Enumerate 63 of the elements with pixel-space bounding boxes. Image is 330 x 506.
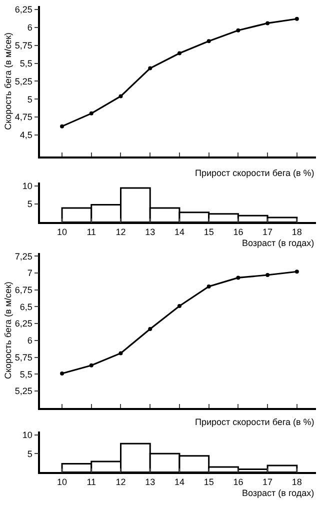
chart-title: Прирост скорости бега (в %) [195,417,314,427]
point [206,39,211,44]
point [206,284,211,288]
x-tick-label: 11 [86,476,96,487]
y-tick-label: 4,5 [20,130,32,140]
y-tick-label: 6,5 [20,302,32,312]
y-axis-title: Скорость бега (в м/сек) [2,32,13,130]
y-tick-label: 6 [27,22,32,33]
point [177,51,182,56]
point [266,21,270,26]
x-tick-label: 17 [262,476,273,487]
point [236,28,240,32]
y-tick-label: 7,25 [14,251,32,262]
point [148,66,152,70]
x-tick-label: 18 [292,476,302,487]
point [266,273,270,277]
y-tick-label: 5,25 [14,76,32,86]
point [60,124,64,128]
y-tick-label: 5 [27,199,32,210]
point [236,276,240,280]
y-tick-label: 5,5 [20,58,32,68]
y-axis-title: Скорость бега (в м/сек) [2,282,13,380]
x-axis-title: Возраст (в годах) [242,488,314,498]
y-tick-label: 6,75 [14,284,32,295]
x-tick-label: 14 [174,476,184,487]
point [148,326,152,331]
point [118,94,123,98]
y-tick-label: 5,75 [14,352,32,362]
point [177,304,182,308]
y-tick-label: 10 [22,181,32,192]
y-tick-label: 6,25 [14,4,32,15]
point [89,363,94,368]
x-tick-label: 16 [233,476,244,487]
point [294,16,299,21]
x-tick-label: 14 [174,226,184,237]
x-tick-label: 16 [233,226,244,237]
point [89,111,94,116]
x-tick-label: 10 [57,476,68,487]
x-tick-label: 12 [116,226,126,237]
chart-title: Прирост скорости бега (в %) [195,168,314,178]
x-tick-label: 13 [145,226,156,237]
y-tick-label: 7 [27,268,32,278]
y-tick-label: 5,5 [20,369,32,380]
point [118,351,123,356]
y-tick-label: 6 [27,336,32,346]
x-tick-label: 11 [86,226,96,237]
x-tick-label: 12 [116,476,126,487]
x-tick-label: 15 [204,476,214,487]
x-tick-label: 13 [145,476,156,487]
point [294,270,299,274]
x-tick-label: 15 [204,226,214,237]
y-tick-label: 5,75 [14,40,32,51]
y-tick-label: 4,75 [14,112,32,122]
x-tick-label: 17 [262,226,273,237]
y-tick-label: 5 [27,94,32,104]
x-axis-title: Возраст (в годах) [242,238,314,248]
x-tick-label: 10 [57,226,68,237]
y-tick-label: 6,25 [14,318,32,329]
point [60,371,64,376]
x-tick-label: 18 [292,226,302,237]
y-tick-label: 10 [22,430,32,440]
y-tick-label: 5 [27,448,32,459]
y-tick-label: 5,25 [14,386,32,396]
